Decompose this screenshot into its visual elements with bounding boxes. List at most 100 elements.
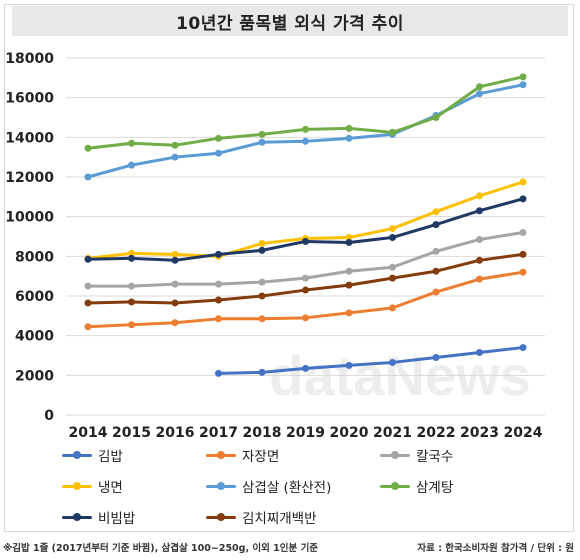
legend-label: 김밥 <box>98 449 123 465</box>
y-tick-label: 4000 <box>15 329 54 345</box>
data-point <box>128 321 135 329</box>
data-point <box>128 161 135 169</box>
data-point <box>302 286 309 294</box>
data-point <box>519 178 527 186</box>
data-point <box>302 314 309 322</box>
data-point <box>432 114 440 121</box>
data-point <box>432 208 440 216</box>
y-tick-label: 2000 <box>15 368 54 384</box>
y-tick-label: 12000 <box>5 170 54 186</box>
legend-item: 삼계탕 <box>380 477 540 496</box>
data-point <box>389 225 396 233</box>
data-point <box>476 207 483 215</box>
data-point <box>432 267 440 275</box>
y-tick-label: 0 <box>44 408 54 424</box>
legend-label: 삼겹살 (환산전) <box>242 480 332 496</box>
data-point <box>171 256 179 264</box>
legend-item: 자장면 <box>206 446 376 465</box>
data-point <box>128 249 135 257</box>
series-lines <box>84 73 527 377</box>
data-point <box>215 149 222 157</box>
legend-swatch <box>380 448 410 462</box>
data-point <box>215 369 222 377</box>
y-tick-label: 16000 <box>5 91 54 107</box>
data-point <box>171 280 179 288</box>
x-tick-label: 2020 <box>330 425 369 441</box>
legend-item: 김치찌개백반 <box>206 508 376 527</box>
legend-swatch <box>62 448 92 462</box>
data-point <box>258 315 266 323</box>
data-point <box>84 299 92 307</box>
data-point <box>345 361 353 369</box>
x-tick-label: 2015 <box>112 425 151 441</box>
data-point <box>345 281 353 289</box>
series-3 <box>84 178 527 262</box>
data-point <box>389 304 396 312</box>
legend-label: 냉면 <box>98 480 123 496</box>
data-point <box>389 263 396 271</box>
legend-swatch <box>380 479 410 493</box>
data-point <box>215 315 222 323</box>
data-point <box>171 250 179 258</box>
legend-label: 칼국수 <box>416 449 454 465</box>
data-point <box>84 282 92 290</box>
x-tick-label: 2016 <box>156 425 195 441</box>
data-point <box>84 255 92 263</box>
legend-swatch <box>62 479 92 493</box>
data-point <box>302 364 309 372</box>
data-point <box>258 239 266 247</box>
footnote: ※김밥 1줄 (2017년부터 기준 바뀜), 삼겹살 100~250g, 이외… <box>3 543 319 554</box>
gridlines <box>66 57 545 416</box>
legend-swatch <box>62 510 92 524</box>
legend-label: 김치찌개백반 <box>242 511 317 527</box>
y-tick-label: 8000 <box>15 249 54 265</box>
data-point <box>476 349 483 357</box>
data-point <box>345 238 353 246</box>
data-point <box>302 274 309 282</box>
data-point <box>432 221 440 229</box>
data-point <box>519 73 527 81</box>
x-tick-label: 2021 <box>373 425 412 441</box>
data-point <box>476 192 483 200</box>
data-point <box>519 344 527 352</box>
data-point <box>171 319 179 327</box>
data-point <box>476 90 483 98</box>
x-tick-label: 2017 <box>199 425 238 441</box>
series-line <box>86 197 525 262</box>
data-point <box>302 125 309 133</box>
footer: ※김밥 1줄 (2017년부터 기준 바뀜), 삼겹살 100~250g, 이외… <box>0 538 580 558</box>
legend-item: 김밥 <box>62 446 202 465</box>
data-point <box>171 141 179 149</box>
data-point <box>215 250 222 258</box>
data-point <box>171 299 179 307</box>
legend-item: 비빔밥 <box>62 508 202 527</box>
data-point <box>258 130 266 138</box>
data-point <box>302 137 309 145</box>
x-tick-label: 2018 <box>243 425 282 441</box>
source-note: 자료 : 한국소비자원 참가격 / 단위 : 원 <box>417 543 574 554</box>
data-point <box>258 246 266 254</box>
y-axis-tick-labels: 0 2000 4000 6000 8000 10000 12000 14000 16000 180… <box>5 51 54 424</box>
series-6 <box>84 195 527 264</box>
data-point <box>84 173 92 181</box>
series-line <box>217 346 525 375</box>
data-point <box>476 235 483 243</box>
legend-label: 비빔밥 <box>98 511 136 527</box>
data-point <box>345 233 353 241</box>
chart-frame <box>4 4 574 532</box>
data-point <box>389 358 396 366</box>
x-tick-label: 2023 <box>460 425 499 441</box>
data-point <box>476 83 483 91</box>
legend-swatch <box>206 448 236 462</box>
data-point <box>345 134 353 142</box>
data-point <box>432 353 440 361</box>
data-point <box>345 124 353 132</box>
data-point <box>476 256 483 264</box>
x-tick-label: 2014 <box>69 425 108 441</box>
series-5 <box>84 73 527 152</box>
data-point <box>519 195 527 203</box>
legend-label: 자장면 <box>242 449 280 465</box>
data-point <box>345 267 353 275</box>
